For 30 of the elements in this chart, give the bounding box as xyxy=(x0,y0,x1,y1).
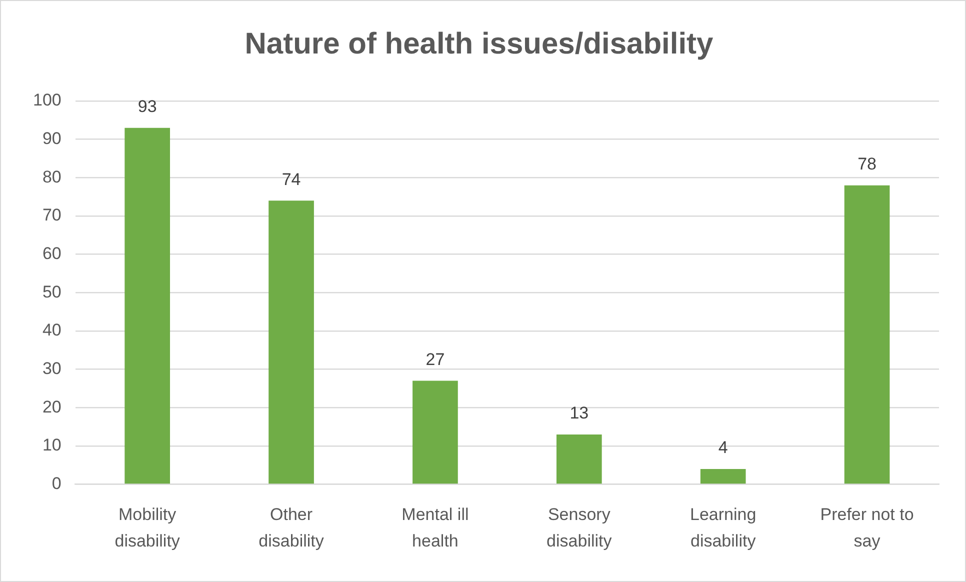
data-label: 93 xyxy=(138,97,157,116)
bar xyxy=(700,468,746,484)
x-tick-label: Mental ill health xyxy=(402,505,469,551)
x-tick-label: Prefer not to say xyxy=(820,505,914,551)
x-tick-label: Sensory disability xyxy=(546,505,612,551)
data-label: 4 xyxy=(718,438,728,458)
y-tick-label: 90 xyxy=(42,129,62,148)
y-tick-label: 80 xyxy=(42,167,62,186)
data-label: 78 xyxy=(858,154,876,174)
y-tick-label: 60 xyxy=(42,244,62,264)
y-tick-label: 40 xyxy=(42,320,62,340)
data-label: 13 xyxy=(570,404,589,423)
bar xyxy=(556,434,602,484)
y-tick-label: 10 xyxy=(42,436,62,455)
bar xyxy=(124,128,170,484)
bar xyxy=(844,185,890,484)
x-tick-label: Other disability xyxy=(258,505,324,551)
y-tick-label: 70 xyxy=(42,206,62,225)
data-label: 74 xyxy=(282,170,301,189)
bar xyxy=(412,380,458,484)
y-tick-label: 50 xyxy=(42,282,62,302)
x-tick-label: Mobility disability xyxy=(114,505,180,551)
y-tick-label: 30 xyxy=(42,358,62,378)
chart-title: Nature of health issues/disability xyxy=(244,27,714,60)
data-label: 27 xyxy=(426,350,445,369)
x-tick-label: Learning disability xyxy=(690,505,756,551)
y-tick-label: 100 xyxy=(32,90,62,110)
bar xyxy=(268,200,314,484)
y-tick-label: 0 xyxy=(52,474,62,493)
y-tick-label: 20 xyxy=(42,397,62,416)
